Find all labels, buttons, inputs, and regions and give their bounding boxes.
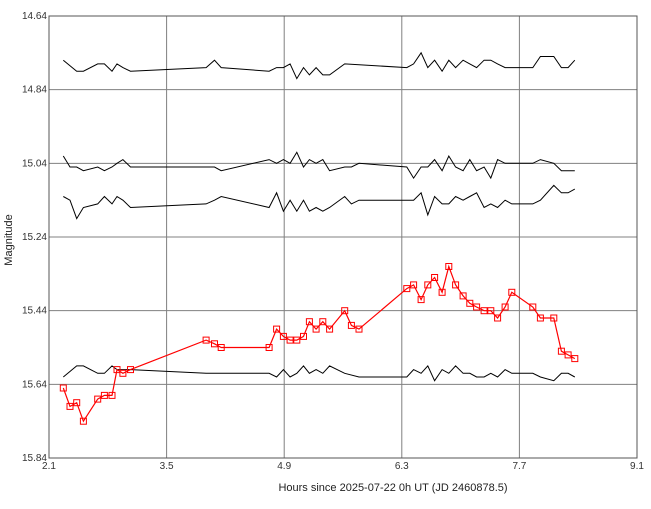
target-point-marker <box>466 299 474 307</box>
target-point-marker <box>326 325 334 333</box>
target-point-marker <box>113 366 121 374</box>
y-tick-label: 15.64 <box>22 379 47 390</box>
target-point-marker <box>202 336 210 344</box>
target-point-marker <box>536 314 544 322</box>
x-tick-labels: 2.1 3.5 4.9 6.3 7.7 9.1 <box>42 461 644 472</box>
comparison-series-line-2 <box>62 151 575 180</box>
target-point-marker <box>424 281 432 289</box>
target-point-marker <box>480 307 488 315</box>
target-point-marker <box>473 303 481 311</box>
comparison-series-line-4 <box>62 365 576 382</box>
y-tick-labels: 14.64 14.84 15.04 15.24 15.44 15.64 15.84 <box>22 11 47 464</box>
target-point-marker <box>300 332 307 340</box>
grid-lines <box>48 15 638 459</box>
y-tick-label: 15.04 <box>22 158 47 169</box>
x-tick-label: 4.9 <box>277 461 291 472</box>
target-point-marker <box>273 325 281 333</box>
target-point-marker <box>66 402 74 410</box>
target-point-marker <box>438 288 446 296</box>
target-point-marker <box>108 391 116 399</box>
target-point-marker <box>347 321 355 329</box>
target-point-marker <box>217 344 225 351</box>
comparison-series-line-3 <box>63 184 576 220</box>
target-point-marker <box>501 303 509 311</box>
target-point-marker <box>279 332 287 340</box>
target-point-marker <box>417 296 425 304</box>
target-point-marker <box>452 281 460 289</box>
y-tick-label: 15.84 <box>22 453 47 464</box>
target-point-marker <box>265 344 273 351</box>
plot-frame <box>48 15 638 459</box>
comparison-series-line-1 <box>62 51 576 80</box>
target-point-marker <box>305 318 313 326</box>
target-point-marker <box>431 274 439 281</box>
target-point-marker <box>79 417 87 425</box>
target-point-marker <box>529 303 537 311</box>
target-point-marker <box>403 285 411 293</box>
target-point-marker <box>73 399 81 407</box>
target-point-marker <box>127 366 134 374</box>
x-axis-label: Hours since 2025-07-22 0h UT (JD 2460878… <box>278 482 507 494</box>
target-point-marker <box>571 355 579 363</box>
target-point-marker <box>211 340 218 348</box>
target-point-marker <box>286 336 294 344</box>
target-point-marker <box>293 336 301 344</box>
target-point-marker <box>494 314 502 322</box>
target-point-marker <box>487 307 495 315</box>
target-point-marker <box>59 384 67 392</box>
target-point-marker <box>94 395 102 403</box>
y-axis-label: Magnitude <box>3 214 15 265</box>
y-tick-label: 15.24 <box>22 232 47 243</box>
target-point-marker <box>445 263 453 270</box>
target-point-marker <box>459 292 467 300</box>
target-point-marker <box>355 325 363 333</box>
target-point-marker <box>312 325 320 333</box>
target-point-marker <box>341 307 349 315</box>
x-tick-label: 9.1 <box>630 461 644 472</box>
target-point-marker <box>410 281 418 289</box>
x-tick-label: 6.3 <box>395 461 409 472</box>
y-tick-label: 14.84 <box>22 85 47 96</box>
target-point-marker <box>119 369 127 377</box>
target-point-marker <box>319 318 327 326</box>
target-series-line <box>62 264 576 423</box>
target-point-marker <box>557 347 565 355</box>
y-tick-label: 15.44 <box>22 306 47 317</box>
comparison-series-group <box>62 51 576 382</box>
target-point-marker <box>550 314 558 322</box>
x-tick-label: 3.5 <box>160 461 174 472</box>
x-tick-label: 2.1 <box>42 461 56 472</box>
target-point-marker <box>100 391 108 399</box>
y-tick-label: 14.64 <box>22 11 47 22</box>
x-tick-label: 7.7 <box>512 461 526 472</box>
target-point-marker <box>564 351 572 359</box>
target-series-group <box>59 263 579 425</box>
target-point-marker <box>508 288 516 296</box>
